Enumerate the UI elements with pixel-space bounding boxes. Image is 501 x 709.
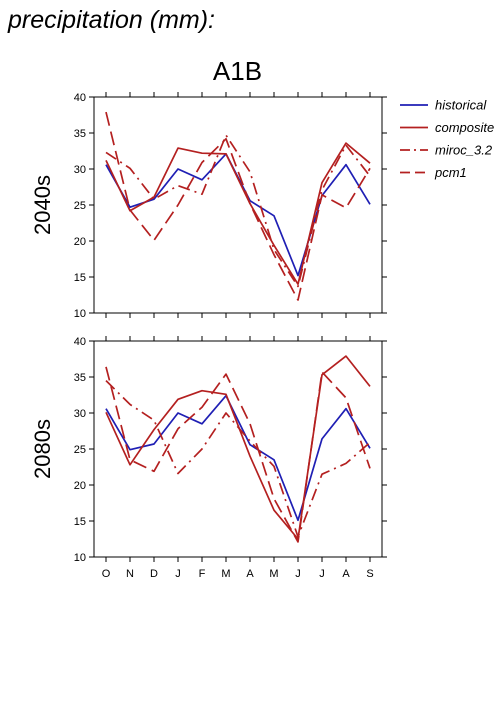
y-tick-label: 10 <box>74 552 86 564</box>
x-tick-label: O <box>102 568 111 580</box>
y-tick-label: 20 <box>74 236 86 248</box>
y-tick-label: 40 <box>74 336 86 348</box>
y-tick-label: 35 <box>74 372 86 384</box>
x-tick-label: M <box>269 568 278 580</box>
x-tick-label: S <box>366 568 373 580</box>
x-tick-label: M <box>221 568 230 580</box>
y-tick-label: 40 <box>74 92 86 104</box>
y-tick-label: 25 <box>74 200 86 212</box>
scenario-title: A1B <box>212 56 263 86</box>
series-line-miroc_3.2-2080s <box>105 379 371 538</box>
page-title: precipitation (mm): <box>8 6 215 34</box>
y-tick-label: 20 <box>74 480 86 492</box>
series-line-historical-2080s <box>105 394 371 522</box>
x-tick-label: J <box>295 568 301 580</box>
y-tick-label: 15 <box>74 516 86 528</box>
panel-label-2080s: 2080s <box>30 419 55 479</box>
y-tick-label: 15 <box>74 272 86 284</box>
y-tick-label: 35 <box>74 128 86 140</box>
y-tick-label: 30 <box>74 164 86 176</box>
legend-label-pcm1: pcm1 <box>434 165 467 180</box>
y-tick-label: 25 <box>74 444 86 456</box>
panel-label-2040s: 2040s <box>30 175 55 235</box>
x-tick-label: F <box>199 568 206 580</box>
legend-label-composite: composite <box>435 120 494 135</box>
series-line-composite-2040s <box>105 142 371 286</box>
series-line-pcm1-2040s <box>105 111 371 301</box>
x-tick-label: J <box>175 568 181 580</box>
x-tick-label: A <box>246 568 254 580</box>
y-tick-label: 10 <box>74 308 86 320</box>
legend-label-miroc_3.2: miroc_3.2 <box>435 143 493 158</box>
panel-frame-2080s <box>93 340 383 558</box>
x-tick-label: N <box>126 568 134 580</box>
legend-label-historical: historical <box>435 98 487 113</box>
y-tick-label: 30 <box>74 408 86 420</box>
x-tick-label: D <box>150 568 158 580</box>
x-tick-label: J <box>319 568 325 580</box>
series-line-composite-2080s <box>105 355 371 540</box>
series-line-miroc_3.2-2040s <box>105 134 371 288</box>
x-tick-label: A <box>342 568 350 580</box>
series-line-pcm1-2080s <box>105 366 371 543</box>
